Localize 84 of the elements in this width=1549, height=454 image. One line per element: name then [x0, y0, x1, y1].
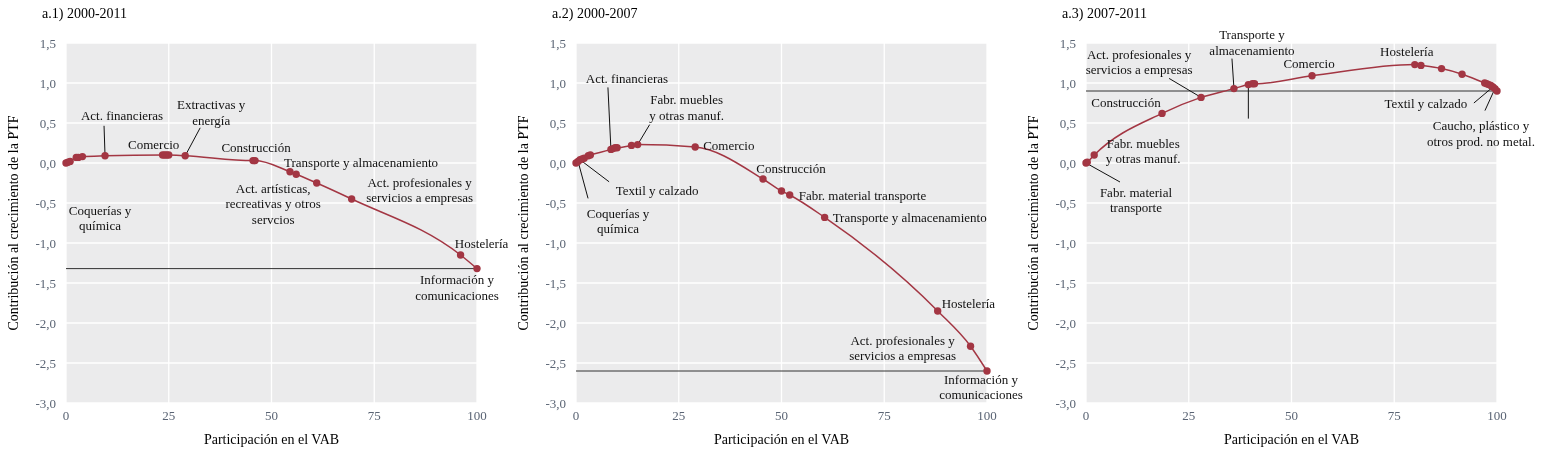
x-tick-label: 100	[1487, 408, 1507, 423]
x-tick-label: 25	[672, 408, 686, 423]
y-tick-label: -0,5	[545, 195, 566, 211]
y-tick-label: 0,5	[39, 115, 56, 131]
y-tick-label: -3,0	[35, 395, 56, 411]
chart-title: a.3) 2007-2011	[1062, 6, 1148, 22]
y-tick-label: 0,0	[39, 155, 56, 171]
y-tick-label: 0,5	[1059, 115, 1076, 131]
y-axis-title: Contribución al crecimiento de la PTF	[516, 115, 531, 331]
y-tick-label: -2,5	[35, 355, 56, 371]
x-axis-title: Participación en el VAB	[1223, 432, 1360, 447]
annotation: Comercio	[128, 136, 180, 152]
y-tick-label: 1,0	[549, 75, 566, 91]
y-tick-label: -3,0	[545, 395, 566, 411]
annotation: Comercio	[1283, 56, 1335, 72]
annotation: Hostelería	[941, 295, 996, 311]
x-tick-label: 50	[265, 408, 278, 423]
annotation: Extractivas y energía	[177, 97, 246, 128]
annotation: Act. profesionales y servicios a empresas	[1085, 46, 1193, 78]
y-tick-label: -2,5	[1055, 355, 1076, 371]
x-tick-label: 50	[775, 408, 788, 423]
annotation: Caucho, plástico y otros prod. no metal.	[1426, 118, 1535, 149]
annotation: Fabr. material transporte	[798, 187, 927, 203]
y-tick-label: 0,5	[549, 115, 566, 131]
annotation: Fabr. muebles y otras manuf.	[649, 92, 725, 123]
y-axis-title: Contribución al crecimiento de la PTF	[6, 115, 21, 331]
x-tick-label: 0	[62, 408, 70, 423]
annotation: Act. artísticas, recreativas y otros servcios	[225, 180, 321, 227]
annotation: Coquerías y química	[68, 202, 132, 233]
annotation: Textil y calzado	[1384, 95, 1468, 111]
annotation: Transporte y almacenamiento	[832, 209, 987, 225]
x-tick-label: 25	[1182, 408, 1196, 423]
annotation: Información y comunicaciones	[939, 371, 1023, 402]
x-tick-label: 25	[162, 408, 176, 423]
y-tick-label: -1,0	[35, 235, 56, 251]
annotation: Act. financieras	[80, 108, 164, 124]
annotation: Fabr. material transporte	[1099, 184, 1173, 215]
y-tick-label: -0,5	[1055, 195, 1076, 211]
y-tick-label: -2,0	[35, 315, 56, 331]
x-tick-label: 75	[877, 408, 891, 423]
annotation: Información y comunicaciones	[415, 272, 499, 303]
y-tick-label: 1,5	[39, 35, 56, 51]
y-tick-label: -0,5	[35, 195, 56, 211]
x-tick-label: 100	[977, 408, 997, 423]
y-tick-label: -1,0	[545, 235, 566, 251]
x-tick-label: 0	[572, 408, 580, 423]
annotation: Construcción	[1091, 94, 1162, 110]
y-tick-label: -1,5	[35, 275, 56, 291]
x-axis-title: Participación en el VAB	[203, 432, 340, 447]
annotation: Fabr. muebles y otras manuf.	[1105, 135, 1181, 166]
y-tick-label: -1,5	[1055, 275, 1076, 291]
y-tick-label: -2,5	[545, 355, 566, 371]
y-tick-label: 1,0	[39, 75, 56, 91]
annotation: Act. financieras	[585, 70, 669, 86]
x-tick-label: 50	[1285, 408, 1298, 423]
y-tick-label: 0,0	[1059, 155, 1076, 171]
y-tick-label: -2,0	[545, 315, 566, 331]
annotation: Textil y calzado	[615, 183, 699, 199]
chart-title: a.2) 2000-2007	[552, 6, 638, 22]
y-tick-label: -2,0	[1055, 315, 1076, 331]
y-tick-label: -1,5	[545, 275, 566, 291]
x-tick-label: 100	[467, 408, 487, 423]
annotation: Act. profesionales y servicios a empresas	[849, 332, 956, 364]
y-tick-label: 1,5	[549, 35, 566, 51]
annotation: Comercio	[703, 137, 755, 153]
x-tick-label: 0	[1082, 408, 1090, 423]
y-tick-label: 0,0	[549, 155, 566, 171]
annotation: Construcción	[221, 140, 292, 156]
annotation: Coquerías y química	[586, 205, 650, 237]
annotation: Transporte y almacenamiento	[1209, 27, 1295, 58]
x-tick-label: 75	[367, 408, 381, 423]
annotation: Act. profesionales y servicios a empresas	[366, 174, 474, 205]
annotation: Hostelería	[1380, 44, 1434, 60]
y-tick-label: -1,0	[1055, 235, 1076, 251]
x-tick-label: 75	[1387, 408, 1401, 423]
x-axis-title: Participación en el VAB	[713, 432, 850, 447]
y-tick-label: 1,5	[1059, 35, 1076, 51]
y-tick-label: 1,0	[1059, 75, 1076, 91]
y-tick-label: -3,0	[1055, 395, 1076, 411]
chart-title: a.1) 2000-2011	[42, 6, 128, 22]
annotation: Transporte y almacenamiento	[283, 155, 439, 171]
annotation: Hostelería	[454, 235, 509, 251]
y-axis-title: Contribución al crecimiento de la PTF	[1026, 115, 1041, 331]
annotation: Construcción	[756, 160, 827, 176]
